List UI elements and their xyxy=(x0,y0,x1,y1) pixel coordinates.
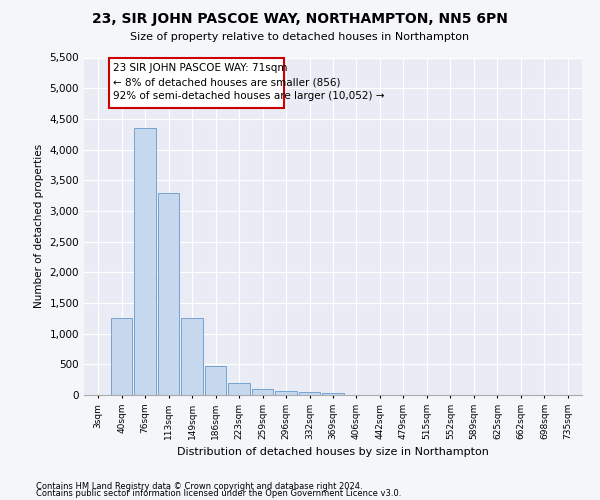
Text: 92% of semi-detached houses are larger (10,052) →: 92% of semi-detached houses are larger (… xyxy=(113,92,385,102)
Bar xyxy=(228,382,250,395)
X-axis label: Distribution of detached houses by size in Northampton: Distribution of detached houses by size … xyxy=(177,448,489,458)
Text: Contains public sector information licensed under the Open Government Licence v3: Contains public sector information licen… xyxy=(36,488,401,498)
Bar xyxy=(322,393,344,395)
Y-axis label: Number of detached properties: Number of detached properties xyxy=(34,144,44,308)
Bar xyxy=(275,390,297,395)
Bar xyxy=(205,366,226,395)
Text: Size of property relative to detached houses in Northampton: Size of property relative to detached ho… xyxy=(130,32,470,42)
FancyBboxPatch shape xyxy=(109,58,284,108)
Bar xyxy=(111,318,133,395)
Bar xyxy=(299,392,320,395)
Text: Contains HM Land Registry data © Crown copyright and database right 2024.: Contains HM Land Registry data © Crown c… xyxy=(36,482,362,491)
Text: 23, SIR JOHN PASCOE WAY, NORTHAMPTON, NN5 6PN: 23, SIR JOHN PASCOE WAY, NORTHAMPTON, NN… xyxy=(92,12,508,26)
Text: ← 8% of detached houses are smaller (856): ← 8% of detached houses are smaller (856… xyxy=(113,77,340,87)
Bar xyxy=(181,318,203,395)
Bar xyxy=(252,389,274,395)
Bar xyxy=(134,128,156,395)
Text: 23 SIR JOHN PASCOE WAY: 71sqm: 23 SIR JOHN PASCOE WAY: 71sqm xyxy=(113,63,287,73)
Bar xyxy=(158,192,179,395)
